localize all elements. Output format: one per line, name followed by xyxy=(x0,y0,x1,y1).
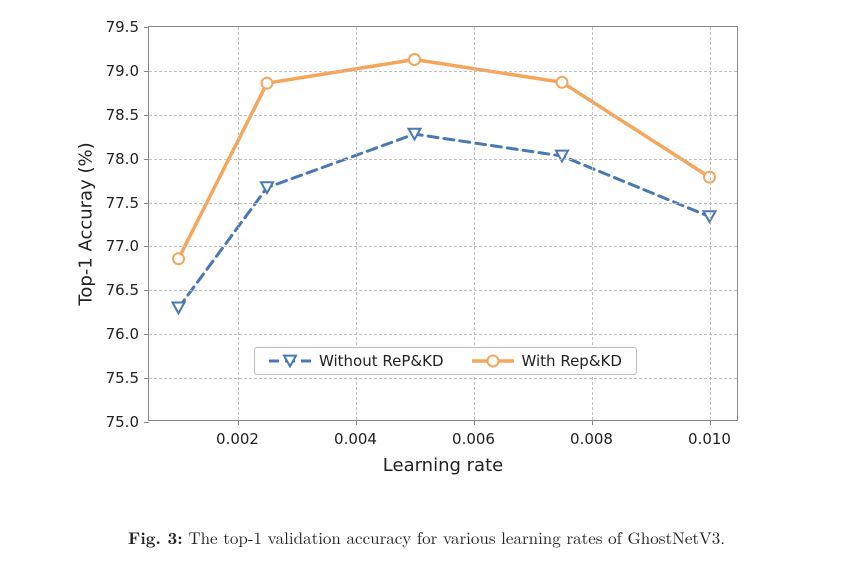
chart-plot-area: 75.075.576.076.577.077.578.078.579.079.5… xyxy=(148,26,738,421)
chart-legend: Without ReP&KD With Rep&KD xyxy=(254,347,637,375)
figure-container: 75.0 75.5 76.0 76.5 77.0 77.5 78.0 78.5 79.0 79.5… xyxy=(0,0,853,569)
marker-circle xyxy=(409,54,420,65)
legend-item-with: With Rep&KD xyxy=(472,352,622,370)
figure-caption: Fig. 3: The top-1 validation accuracy fo… xyxy=(0,525,853,550)
y-tick-label: 76.0 xyxy=(106,325,149,343)
y-tick-label: 77.5 xyxy=(106,194,149,212)
legend-item-without: Without ReP&KD xyxy=(269,352,444,370)
figure-caption-label: Fig. 3: xyxy=(128,526,183,550)
marker-circle xyxy=(557,77,568,88)
x-tick-label: 0.004 xyxy=(334,420,377,448)
y-tick-label: 75.0 xyxy=(106,413,149,431)
y-axis-label: Top-1 Accuray (%) xyxy=(76,142,97,305)
marker-triangle-down xyxy=(173,302,185,313)
y-tick-label: 76.5 xyxy=(106,281,149,299)
legend-swatch xyxy=(269,352,311,370)
x-axis-label: Learning rate xyxy=(383,455,503,476)
y-tick-label: 77.0 xyxy=(106,237,149,255)
y-tick-label: 78.0 xyxy=(106,150,149,168)
legend-swatch xyxy=(472,352,514,370)
x-tick-label: 0.010 xyxy=(688,420,731,448)
y-tick-label: 79.5 xyxy=(106,18,149,36)
marker-circle xyxy=(173,253,184,264)
figure-caption-text: The top-1 validation accuracy for variou… xyxy=(183,525,725,549)
gridline-vertical xyxy=(710,27,711,420)
series-line-without xyxy=(179,134,710,308)
x-tick-label: 0.006 xyxy=(452,420,495,448)
y-tick-label: 78.5 xyxy=(106,106,149,124)
x-tick-label: 0.008 xyxy=(570,420,613,448)
y-tick-label: 79.0 xyxy=(106,62,149,80)
marker-circle xyxy=(262,78,273,89)
legend-label: With Rep&KD xyxy=(522,352,622,370)
x-tick-label: 0.002 xyxy=(216,420,259,448)
legend-label: Without ReP&KD xyxy=(319,352,444,370)
y-tick-label: 75.5 xyxy=(106,369,149,387)
gridline-vertical xyxy=(238,27,239,420)
